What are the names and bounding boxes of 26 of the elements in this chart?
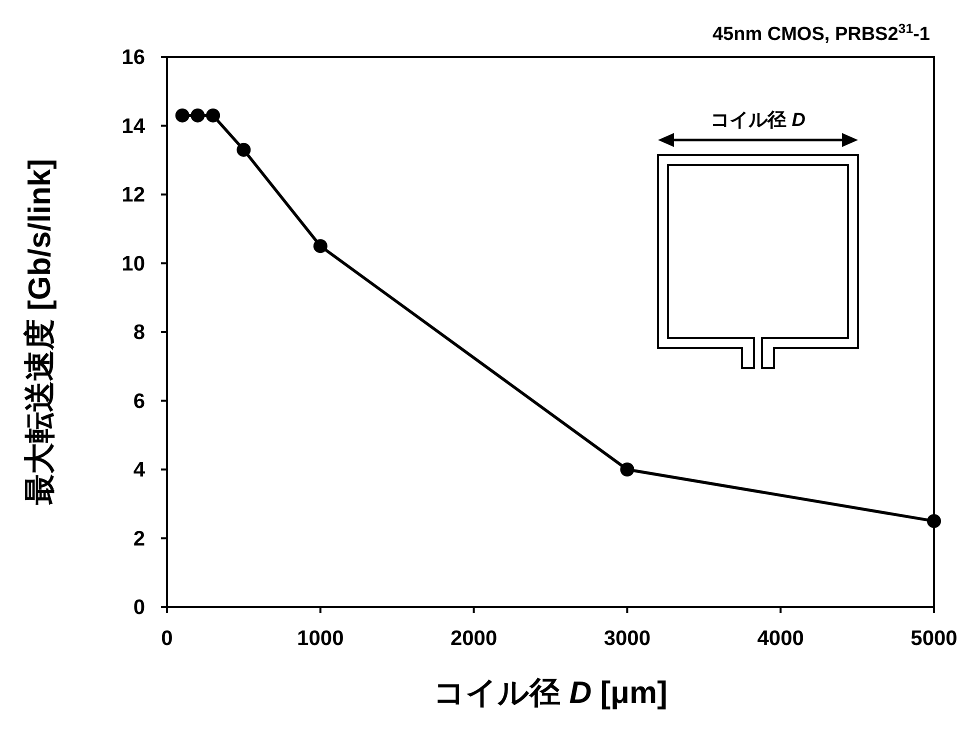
y-tick-label: 16 xyxy=(122,46,145,69)
x-tick-label: 1000 xyxy=(297,627,344,650)
point xyxy=(206,108,220,122)
y-tick-label: 0 xyxy=(133,596,145,619)
x-tick-label: 2000 xyxy=(450,627,498,650)
point xyxy=(175,108,190,122)
x-tick-label: 5000 xyxy=(910,627,958,650)
y-tick-label: 10 xyxy=(122,252,145,276)
annotation: コイル径 D xyxy=(710,110,806,131)
y-tick-label: 6 xyxy=(133,390,145,413)
y-tick-label: 8 xyxy=(133,321,146,344)
x-tick-label: 4000 xyxy=(757,627,804,650)
y-tick-label: 12 xyxy=(122,184,145,206)
x-axis-title: コイル径 D [μm] xyxy=(434,675,668,710)
x-tick-label: 0 xyxy=(161,627,173,650)
y-tick-label: 14 xyxy=(122,114,146,138)
point xyxy=(236,142,251,157)
point xyxy=(927,514,941,528)
y-axis-title: 最大転送速度 [Gb/s/link] xyxy=(22,158,57,506)
x-tick-label: 3000 xyxy=(604,627,651,650)
text: 45nm CMOS, PRBS2$^{31}$-1 xyxy=(712,20,930,45)
point xyxy=(620,462,634,476)
point xyxy=(190,108,205,122)
y-tick-label: 4 xyxy=(133,458,146,482)
point xyxy=(313,239,328,254)
y-tick-label: 2 xyxy=(133,527,145,550)
